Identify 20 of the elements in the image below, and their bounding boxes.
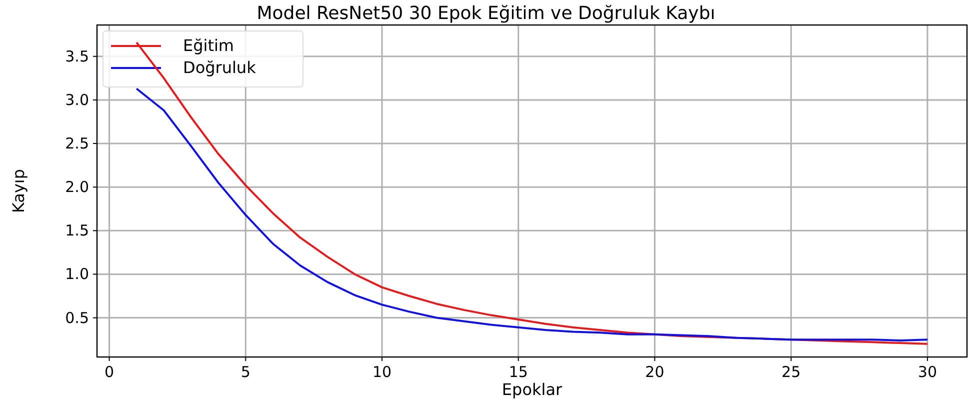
y-tick-label: 1.0 xyxy=(65,265,89,284)
x-tick-label: 30 xyxy=(918,363,937,381)
legend-label: Eğitim xyxy=(183,36,234,55)
legend-label: Doğruluk xyxy=(183,58,257,77)
line-series xyxy=(136,88,928,342)
y-tick-label: 2.0 xyxy=(65,178,89,196)
x-tick-label: 5 xyxy=(240,363,250,381)
y-tick-label: 3.0 xyxy=(65,90,89,109)
x-tick-label: 25 xyxy=(782,363,801,381)
y-axis-title: Kayıp xyxy=(9,168,28,214)
chart-title: Model ResNet50 30 Epok Eğitim ve Doğruluk Kaybı xyxy=(256,3,716,24)
y-tick-label: 2.5 xyxy=(65,134,89,153)
x-tick-label: 15 xyxy=(508,363,528,381)
x-axis-title: Epoklar xyxy=(502,380,562,399)
y-tick-label: 3.5 xyxy=(65,47,89,66)
x-tick-label: 0 xyxy=(104,363,114,381)
x-tick-label: 20 xyxy=(645,363,664,381)
x-tick-label: 10 xyxy=(372,363,392,381)
y-tick-label: 1.5 xyxy=(65,222,89,240)
y-tick-label: 0.5 xyxy=(65,308,89,327)
